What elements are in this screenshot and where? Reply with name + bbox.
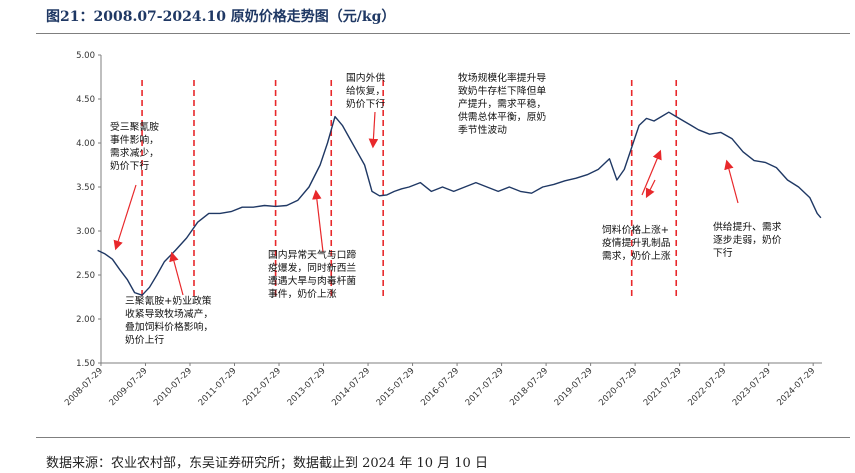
annotation-text: 三聚氰胺+奶业政策收紧导致牧场减产，叠加饲料价格影响，奶价上行 [125, 294, 213, 346]
x-tick-label: 2020-07-29 [597, 366, 639, 408]
trend-arrow [641, 149, 662, 196]
x-tick-label: 2022-07-29 [686, 366, 728, 408]
x-tick-label: 2011-07-29 [197, 366, 239, 408]
trend-arrow [724, 159, 739, 204]
trend-arrow [312, 189, 324, 253]
x-tick-label: 2024-07-29 [775, 366, 817, 408]
y-tick-label: 3.50 [76, 183, 95, 193]
x-tick-label: 2013-07-29 [286, 366, 328, 408]
x-tick-label: 2017-07-29 [464, 366, 506, 408]
x-tick-label: 2019-07-29 [553, 366, 595, 408]
trend-arrow [113, 184, 137, 251]
x-tick-label: 2016-07-29 [419, 366, 461, 408]
annotation-text: 饲料价格上涨+疫情提升乳制品需求，奶价上涨 [602, 223, 671, 262]
x-tick-label: 2015-07-29 [375, 366, 417, 408]
y-tick-label: 2.50 [76, 271, 95, 281]
x-tick-label: 2012-07-29 [241, 366, 283, 408]
y-tick-label: 4.00 [76, 139, 95, 149]
x-tick-label: 2023-07-29 [731, 366, 773, 408]
annotation-text: 国内外供给恢复，奶价下行 [346, 71, 385, 110]
top-rule [36, 33, 850, 34]
annotation-text: 牧场规模化率提升导致奶牛存栏下降但单产提升，需求平稳，供需总体平衡，原奶季节性波… [458, 71, 546, 136]
y-tick-label: 1.50 [76, 359, 95, 369]
annotation-text: 供给提升、需求逐步走弱，奶价下行 [713, 220, 782, 259]
price-series-line [97, 111, 822, 296]
y-tick-label: 5.00 [76, 51, 95, 61]
trend-arrow [645, 179, 656, 199]
x-tick-label: 2014-07-29 [330, 366, 372, 408]
chart-title: 图21：2008.07-2024.10 原奶价格走势图（元/kg） [46, 9, 396, 25]
annotation-text: 受三聚氰胺事件影响，需求减少，奶价下行 [110, 120, 159, 172]
annotation-text: 国内异常天气与口蹄疫爆发，同时新西兰遭遇大旱与肉毒杆菌事件，奶价上涨 [268, 248, 356, 300]
x-tick-label: 2010-07-29 [152, 366, 194, 408]
y-tick-label: 2.00 [76, 315, 95, 325]
trend-arrow [169, 251, 184, 296]
x-tick-label: 2008-07-29 [63, 366, 105, 408]
bottom-rule [36, 437, 850, 438]
y-tick-label: 4.50 [76, 95, 95, 105]
x-tick-label: 2018-07-29 [508, 366, 550, 408]
x-tick-label: 2021-07-29 [642, 366, 684, 408]
data-source-note: 数据来源：农业农村部，东吴证券研究所；数据截止到 2024 年 10 月 10 … [46, 456, 488, 471]
y-tick-label: 3.00 [76, 227, 95, 237]
x-tick-label: 2009-07-29 [108, 366, 150, 408]
trend-arrow [368, 111, 379, 149]
